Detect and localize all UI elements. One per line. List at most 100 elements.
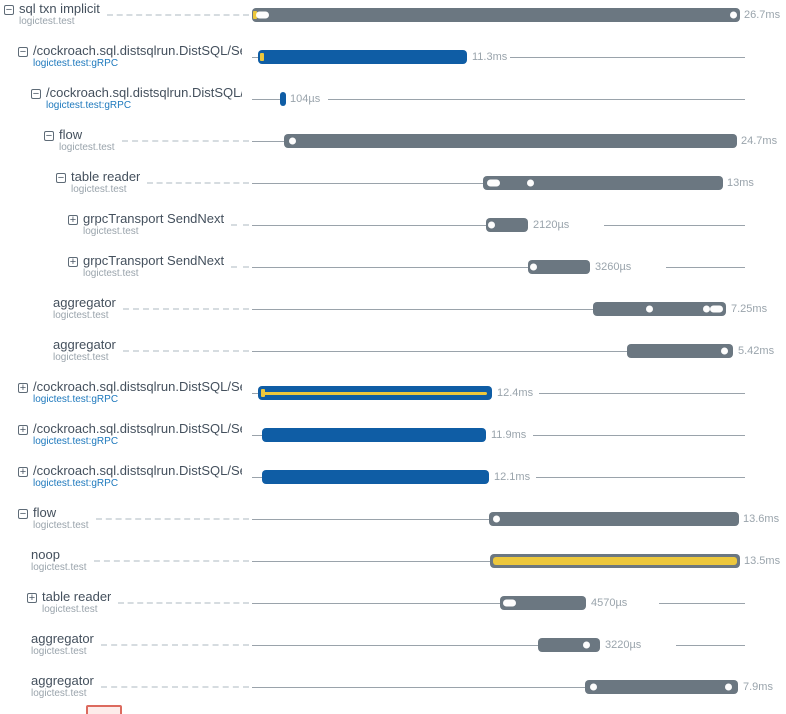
timeline-baseline [604, 225, 745, 226]
timeline: 5.42ms [252, 336, 786, 378]
timeline-baseline [252, 267, 528, 268]
collapse-icon[interactable]: − [56, 172, 66, 184]
span-label: + grpcTransport SendNext logictest.test [68, 254, 224, 279]
collapse-icon[interactable]: − [18, 508, 28, 520]
expand-icon[interactable]: + [18, 382, 28, 394]
duration-label: 3220µs [605, 639, 642, 651]
span-row[interactable]: + table reader logictest.test 4570µs [0, 588, 786, 630]
collapse-icon[interactable]: − [44, 130, 54, 142]
event-marker-dot-icon[interactable] [725, 683, 732, 691]
event-marker-dot-icon[interactable] [493, 515, 500, 523]
timeline: 11.9ms [252, 420, 786, 462]
span-operation-name: grpcTransport SendNext [83, 254, 225, 268]
span-row[interactable]: aggregator logictest.test 7.9ms [0, 672, 786, 714]
span-row[interactable]: − flow logictest.test 13.6ms [0, 504, 786, 546]
collapse-icon[interactable]: − [4, 4, 14, 16]
event-marker-dot-icon[interactable] [530, 263, 537, 271]
leader-dashes [121, 140, 249, 142]
duration-label: 7.25ms [731, 303, 768, 315]
span-row[interactable]: + /cockroach.sql.distsqlrun.DistSQL/Set lo… [0, 420, 786, 462]
span-bar[interactable] [258, 386, 492, 400]
timeline-baseline [252, 57, 258, 58]
span-row[interactable]: − table reader logictest.test 13ms [0, 168, 786, 210]
span-bar[interactable] [483, 176, 723, 190]
expand-icon[interactable]: + [27, 592, 37, 604]
timeline: 13.5ms [252, 546, 786, 588]
span-bar[interactable] [252, 8, 740, 22]
span-labels: aggregator logictest.test [31, 674, 94, 699]
span-operation-name: sql txn implicit [19, 2, 100, 16]
expand-icon[interactable]: + [68, 256, 78, 268]
event-marker-dot-icon[interactable] [527, 179, 534, 187]
span-row[interactable]: aggregator logictest.test 5.42ms [0, 336, 786, 378]
timeline: 7.25ms [252, 294, 786, 336]
expand-icon[interactable]: + [18, 466, 28, 478]
span-bar[interactable] [627, 344, 733, 358]
expand-icon[interactable]: + [68, 214, 78, 226]
event-marker-dot-icon[interactable] [590, 683, 597, 691]
collapse-icon[interactable]: − [31, 88, 41, 100]
event-marker-pill-icon[interactable] [256, 11, 269, 19]
span-bar[interactable] [280, 92, 286, 106]
expand-icon[interactable]: + [18, 424, 28, 436]
event-marker-dot-icon[interactable] [488, 221, 495, 229]
timeline: 13.6ms [252, 504, 786, 546]
event-marker-pill-icon[interactable] [503, 599, 516, 607]
event-marker-dot-icon[interactable] [289, 137, 296, 145]
span-row[interactable]: − flow logictest.test 24.7ms [0, 126, 786, 168]
event-marker-tick-icon[interactable] [253, 11, 257, 19]
span-bar[interactable] [486, 218, 528, 232]
span-bar[interactable] [262, 470, 489, 484]
span-labels: sql txn implicit logictest.test [19, 2, 100, 27]
event-marker-dot-icon[interactable] [646, 305, 653, 313]
span-bar[interactable] [262, 428, 486, 442]
event-marker-tick-icon[interactable] [261, 389, 265, 397]
timeline-baseline [659, 603, 745, 604]
event-marker-pill-icon[interactable] [487, 179, 500, 187]
span-row[interactable]: −/cockroach.sql.distsqlrun.DistSQL/S logi… [0, 84, 786, 126]
span-row[interactable]: −/cockroach.sql.distsqlrun.DistSQL/Set lo… [0, 42, 786, 84]
timeline-baseline [533, 435, 745, 436]
duration-label: 2120µs [533, 219, 570, 231]
span-row[interactable]: noop logictest.test 13.5ms [0, 546, 786, 588]
event-marker-dot-icon[interactable] [703, 305, 710, 313]
duration-label: 13ms [727, 177, 754, 189]
timeline: 104µs [252, 84, 786, 126]
span-bar[interactable] [284, 134, 737, 148]
timeline-baseline [252, 309, 593, 310]
timeline-baseline [252, 393, 258, 394]
span-service-name: logictest.test [33, 520, 89, 531]
span-row[interactable]: − sql txn implicit logictest.test 26.7ms [0, 0, 786, 42]
span-labels: aggregator logictest.test [31, 632, 94, 657]
event-marker-dot-icon[interactable] [730, 11, 737, 19]
span-label: aggregator logictest.test [53, 338, 116, 363]
event-marker-dot-icon[interactable] [721, 347, 728, 355]
span-service-name: logictest.test [19, 16, 75, 27]
span-row[interactable]: + grpcTransport SendNext logictest.test 326… [0, 252, 786, 294]
span-row[interactable]: + /cockroach.sql.distsqlrun.DistSQL/Set lo… [0, 462, 786, 504]
span-bar[interactable] [490, 554, 740, 568]
span-row[interactable]: + grpcTransport SendNext logictest.test 212… [0, 210, 786, 252]
span-operation-name: table reader [42, 590, 112, 604]
span-bar[interactable] [593, 302, 726, 316]
duration-label: 26.7ms [744, 9, 781, 21]
event-marker-tick-icon[interactable] [260, 53, 264, 61]
event-marker-dot-icon[interactable] [583, 641, 590, 649]
span-row[interactable]: + /cockroach.sql.distsqlrun.DistSQL/Set lo… [0, 378, 786, 420]
event-marker-pill-icon[interactable] [710, 305, 723, 313]
span-bar[interactable] [538, 638, 600, 652]
span-bar[interactable] [585, 680, 738, 694]
duration-label: 11.3ms [472, 51, 508, 63]
span-row[interactable]: aggregator logictest.test 7.25ms [0, 294, 786, 336]
span-labels: table reader logictest.test [71, 170, 140, 195]
span-bar[interactable] [258, 50, 467, 64]
span-bar[interactable] [500, 596, 586, 610]
span-row[interactable]: aggregator logictest.test 3220µs [0, 630, 786, 672]
span-operation-name: aggregator [53, 338, 116, 352]
span-operation-name: table reader [71, 170, 141, 184]
span-bar[interactable] [528, 260, 590, 274]
span-operation-name: /cockroach.sql.distsqlrun.DistSQL/Set [33, 464, 242, 478]
collapse-icon[interactable]: − [18, 46, 28, 58]
leader-dashes [93, 560, 249, 562]
span-bar[interactable] [489, 512, 739, 526]
